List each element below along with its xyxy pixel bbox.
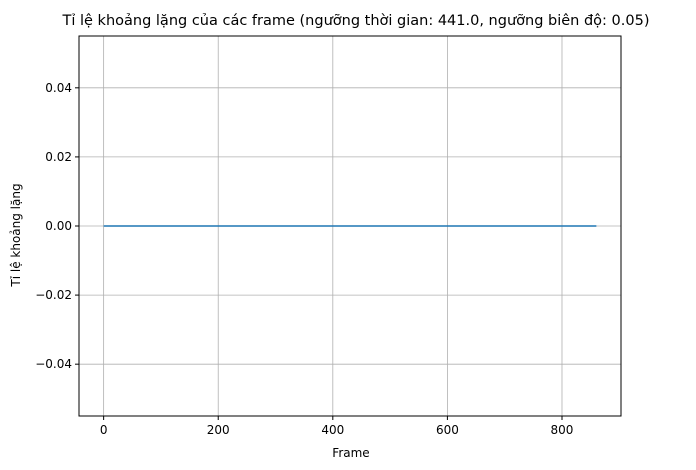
y-tick-label: −0.04 [35,357,72,371]
y-ticks: −0.04 −0.02 0.00 0.02 0.04 [35,81,79,371]
x-tick-label: 200 [207,423,230,437]
y-axis-label: Tỉ lệ khoảng lặng [9,183,23,287]
x-tick-label: 800 [551,423,574,437]
x-tick-label: 600 [436,423,459,437]
x-tick-label: 400 [321,423,344,437]
y-tick-label: 0.02 [45,150,72,164]
x-tick-label: 0 [100,423,108,437]
y-tick-label: −0.02 [35,288,72,302]
y-tick-label: 0.00 [45,219,72,233]
x-axis-label: Frame [332,446,369,460]
y-tick-label: 0.04 [45,81,72,95]
chart-title: Tỉ lệ khoảng lặng của các frame (ngưỡng … [62,13,650,29]
x-ticks: 0 200 400 600 800 [100,416,574,437]
